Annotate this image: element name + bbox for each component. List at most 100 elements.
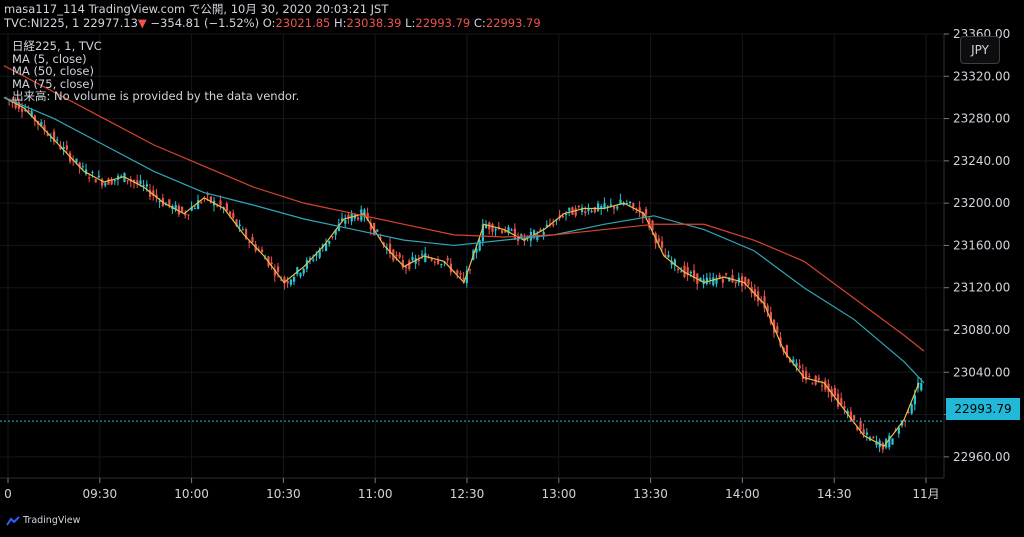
x-tick-label: 09:30 — [83, 487, 118, 501]
candle-body — [389, 243, 392, 254]
candle-body — [504, 230, 507, 233]
candle-body — [91, 171, 94, 173]
legend-ma5[interactable]: MA (5, close) — [12, 51, 87, 66]
candle-body — [657, 238, 660, 242]
candle-body — [206, 193, 209, 196]
candle-body — [798, 365, 801, 369]
candle-body — [24, 109, 27, 111]
x-tick-label: 10:30 — [266, 487, 301, 501]
candle-body — [609, 204, 612, 206]
candle-body — [187, 214, 190, 216]
candle-body — [769, 312, 772, 324]
candle-body — [433, 261, 436, 263]
candle-body — [821, 385, 824, 387]
candle-body — [30, 110, 33, 117]
candle-body — [833, 387, 836, 396]
candle-body — [350, 213, 353, 222]
candle-body — [664, 254, 667, 257]
candle-body — [142, 184, 145, 186]
currency-badge[interactable]: JPY — [960, 36, 1000, 64]
candle-body — [606, 205, 609, 207]
candle-body — [181, 206, 184, 212]
x-tick-label: 0 — [4, 487, 12, 501]
candle-body — [325, 243, 328, 251]
candle-body — [277, 266, 280, 272]
candle-body — [318, 250, 321, 258]
candle-body — [645, 209, 648, 215]
candle-body — [309, 258, 312, 260]
candle-body — [497, 226, 500, 229]
y-tick-label: 23240.00 — [953, 154, 1010, 168]
candle-body — [347, 214, 350, 219]
candle-body — [475, 248, 478, 253]
candle-body — [440, 264, 443, 266]
candle-body — [395, 255, 398, 257]
candle-body — [421, 254, 424, 256]
candles — [5, 96, 923, 454]
x-tick-label: 11:00 — [358, 487, 393, 501]
candle-body — [177, 205, 180, 215]
candle-body — [465, 270, 468, 284]
candle-body — [776, 326, 779, 333]
candle-body — [753, 289, 756, 297]
candle-body — [357, 217, 360, 220]
candle-body — [424, 253, 427, 262]
candle-body — [641, 212, 644, 218]
ma75-line — [3, 65, 925, 352]
candle-body — [795, 362, 798, 367]
candle-body — [789, 358, 792, 363]
candle-body — [456, 270, 459, 274]
candle-body — [907, 411, 910, 413]
candle-body — [462, 277, 465, 280]
candle-body — [261, 249, 264, 253]
candle-body — [910, 404, 913, 414]
candle-body — [577, 205, 580, 208]
ma50-line — [3, 96, 925, 384]
candle-body — [597, 203, 600, 211]
candle-body — [65, 145, 68, 150]
candle-body — [312, 259, 315, 261]
candle-body — [853, 415, 856, 421]
symbol-interval: TVC:NI225, 1 — [4, 16, 80, 30]
candle-body — [229, 211, 232, 216]
candle-body — [216, 205, 219, 207]
candle-body — [843, 406, 846, 409]
candle-body — [801, 370, 804, 379]
x-tick-label: 14:30 — [817, 487, 852, 501]
candle-body — [629, 201, 632, 204]
candle-body — [120, 175, 123, 177]
footer-brand: TradingView — [23, 515, 81, 526]
candle-body — [62, 147, 65, 149]
candle-body — [149, 190, 152, 197]
candle-body — [686, 267, 689, 276]
candle-body — [446, 258, 449, 261]
candle-body — [811, 383, 814, 385]
candle-body — [49, 137, 52, 139]
candle-body — [379, 237, 382, 240]
candle-body — [184, 212, 187, 216]
candle-body — [78, 162, 81, 168]
legend-ma50[interactable]: MA (50, close) — [12, 64, 94, 78]
candle-body — [139, 180, 142, 185]
legend-volume[interactable]: 出来高: No volume is provided by the data v… — [12, 89, 300, 103]
o-value: 23021.85 — [275, 16, 331, 30]
candle-body — [245, 229, 248, 239]
candle-body — [158, 201, 161, 203]
candle-body — [568, 207, 571, 211]
candle-body — [107, 178, 110, 185]
candle-body — [513, 228, 516, 240]
candle-body — [113, 180, 116, 182]
candle-body — [561, 215, 564, 218]
y-tick-label: 23160.00 — [953, 238, 1010, 252]
footer[interactable]: TradingView — [6, 515, 80, 526]
candle-body — [920, 383, 923, 391]
candle-body — [376, 229, 379, 232]
candle-body — [289, 279, 292, 285]
candle-body — [677, 269, 680, 271]
candle-body — [485, 224, 488, 229]
c-label: C: — [473, 16, 486, 30]
legend-ma75[interactable]: MA (75, close) — [12, 76, 94, 91]
candle-body — [507, 227, 510, 234]
candle-body — [430, 258, 433, 261]
